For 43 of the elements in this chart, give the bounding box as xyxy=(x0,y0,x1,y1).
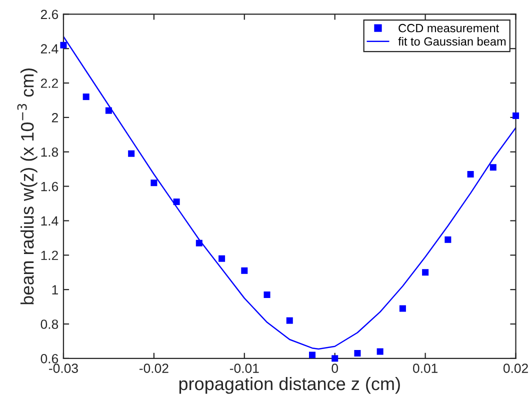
y-axis-title: beam radius w(z) (x 10$^{−3}$ cm) xyxy=(17,68,38,304)
point xyxy=(444,236,452,243)
point xyxy=(467,170,474,178)
point xyxy=(490,164,496,171)
x-tick-label: 0.01 xyxy=(412,364,438,373)
point xyxy=(512,112,520,119)
x-tick-label: -0.03 xyxy=(49,364,78,373)
y-tick-label: 1.2 xyxy=(41,250,58,260)
legend-label: CCD measurement xyxy=(398,24,500,32)
point xyxy=(264,291,270,298)
point xyxy=(286,317,293,324)
y-tick-label: 1.6 xyxy=(41,182,58,192)
line-series xyxy=(63,36,516,350)
point xyxy=(376,348,384,355)
point xyxy=(399,305,406,312)
point xyxy=(218,255,226,262)
legend-label: fit to Gaussian beam xyxy=(398,36,506,46)
point xyxy=(308,352,316,358)
y-tick-label: 0.8 xyxy=(40,320,58,329)
point xyxy=(105,107,112,114)
point xyxy=(128,150,135,157)
x-tick-label: 0 xyxy=(332,364,338,373)
y-tick-label: 1 xyxy=(52,285,58,294)
x-tick-label: -0.01 xyxy=(230,364,259,373)
y-tick-label: 2 xyxy=(52,113,58,122)
point xyxy=(150,180,158,186)
point xyxy=(332,355,338,362)
point xyxy=(173,198,180,206)
point xyxy=(422,269,429,276)
x-axis-title: propagation distance z (cm) xyxy=(179,376,400,394)
y-tick-label: 0.6 xyxy=(40,354,58,364)
point xyxy=(60,42,67,48)
y-tick-label: 1.8 xyxy=(41,147,58,157)
point xyxy=(241,267,248,274)
point xyxy=(354,350,361,357)
y-tick-label: 1.4 xyxy=(41,216,58,226)
x-tick-label: 0.02 xyxy=(503,364,528,373)
x-tick-label: -0.02 xyxy=(139,364,168,373)
point xyxy=(82,94,90,100)
y-tick-label: 2.2 xyxy=(40,78,58,88)
y-tick-label: 2.4 xyxy=(40,44,58,54)
y-tick-label: 2.6 xyxy=(40,10,58,20)
point xyxy=(196,240,202,246)
